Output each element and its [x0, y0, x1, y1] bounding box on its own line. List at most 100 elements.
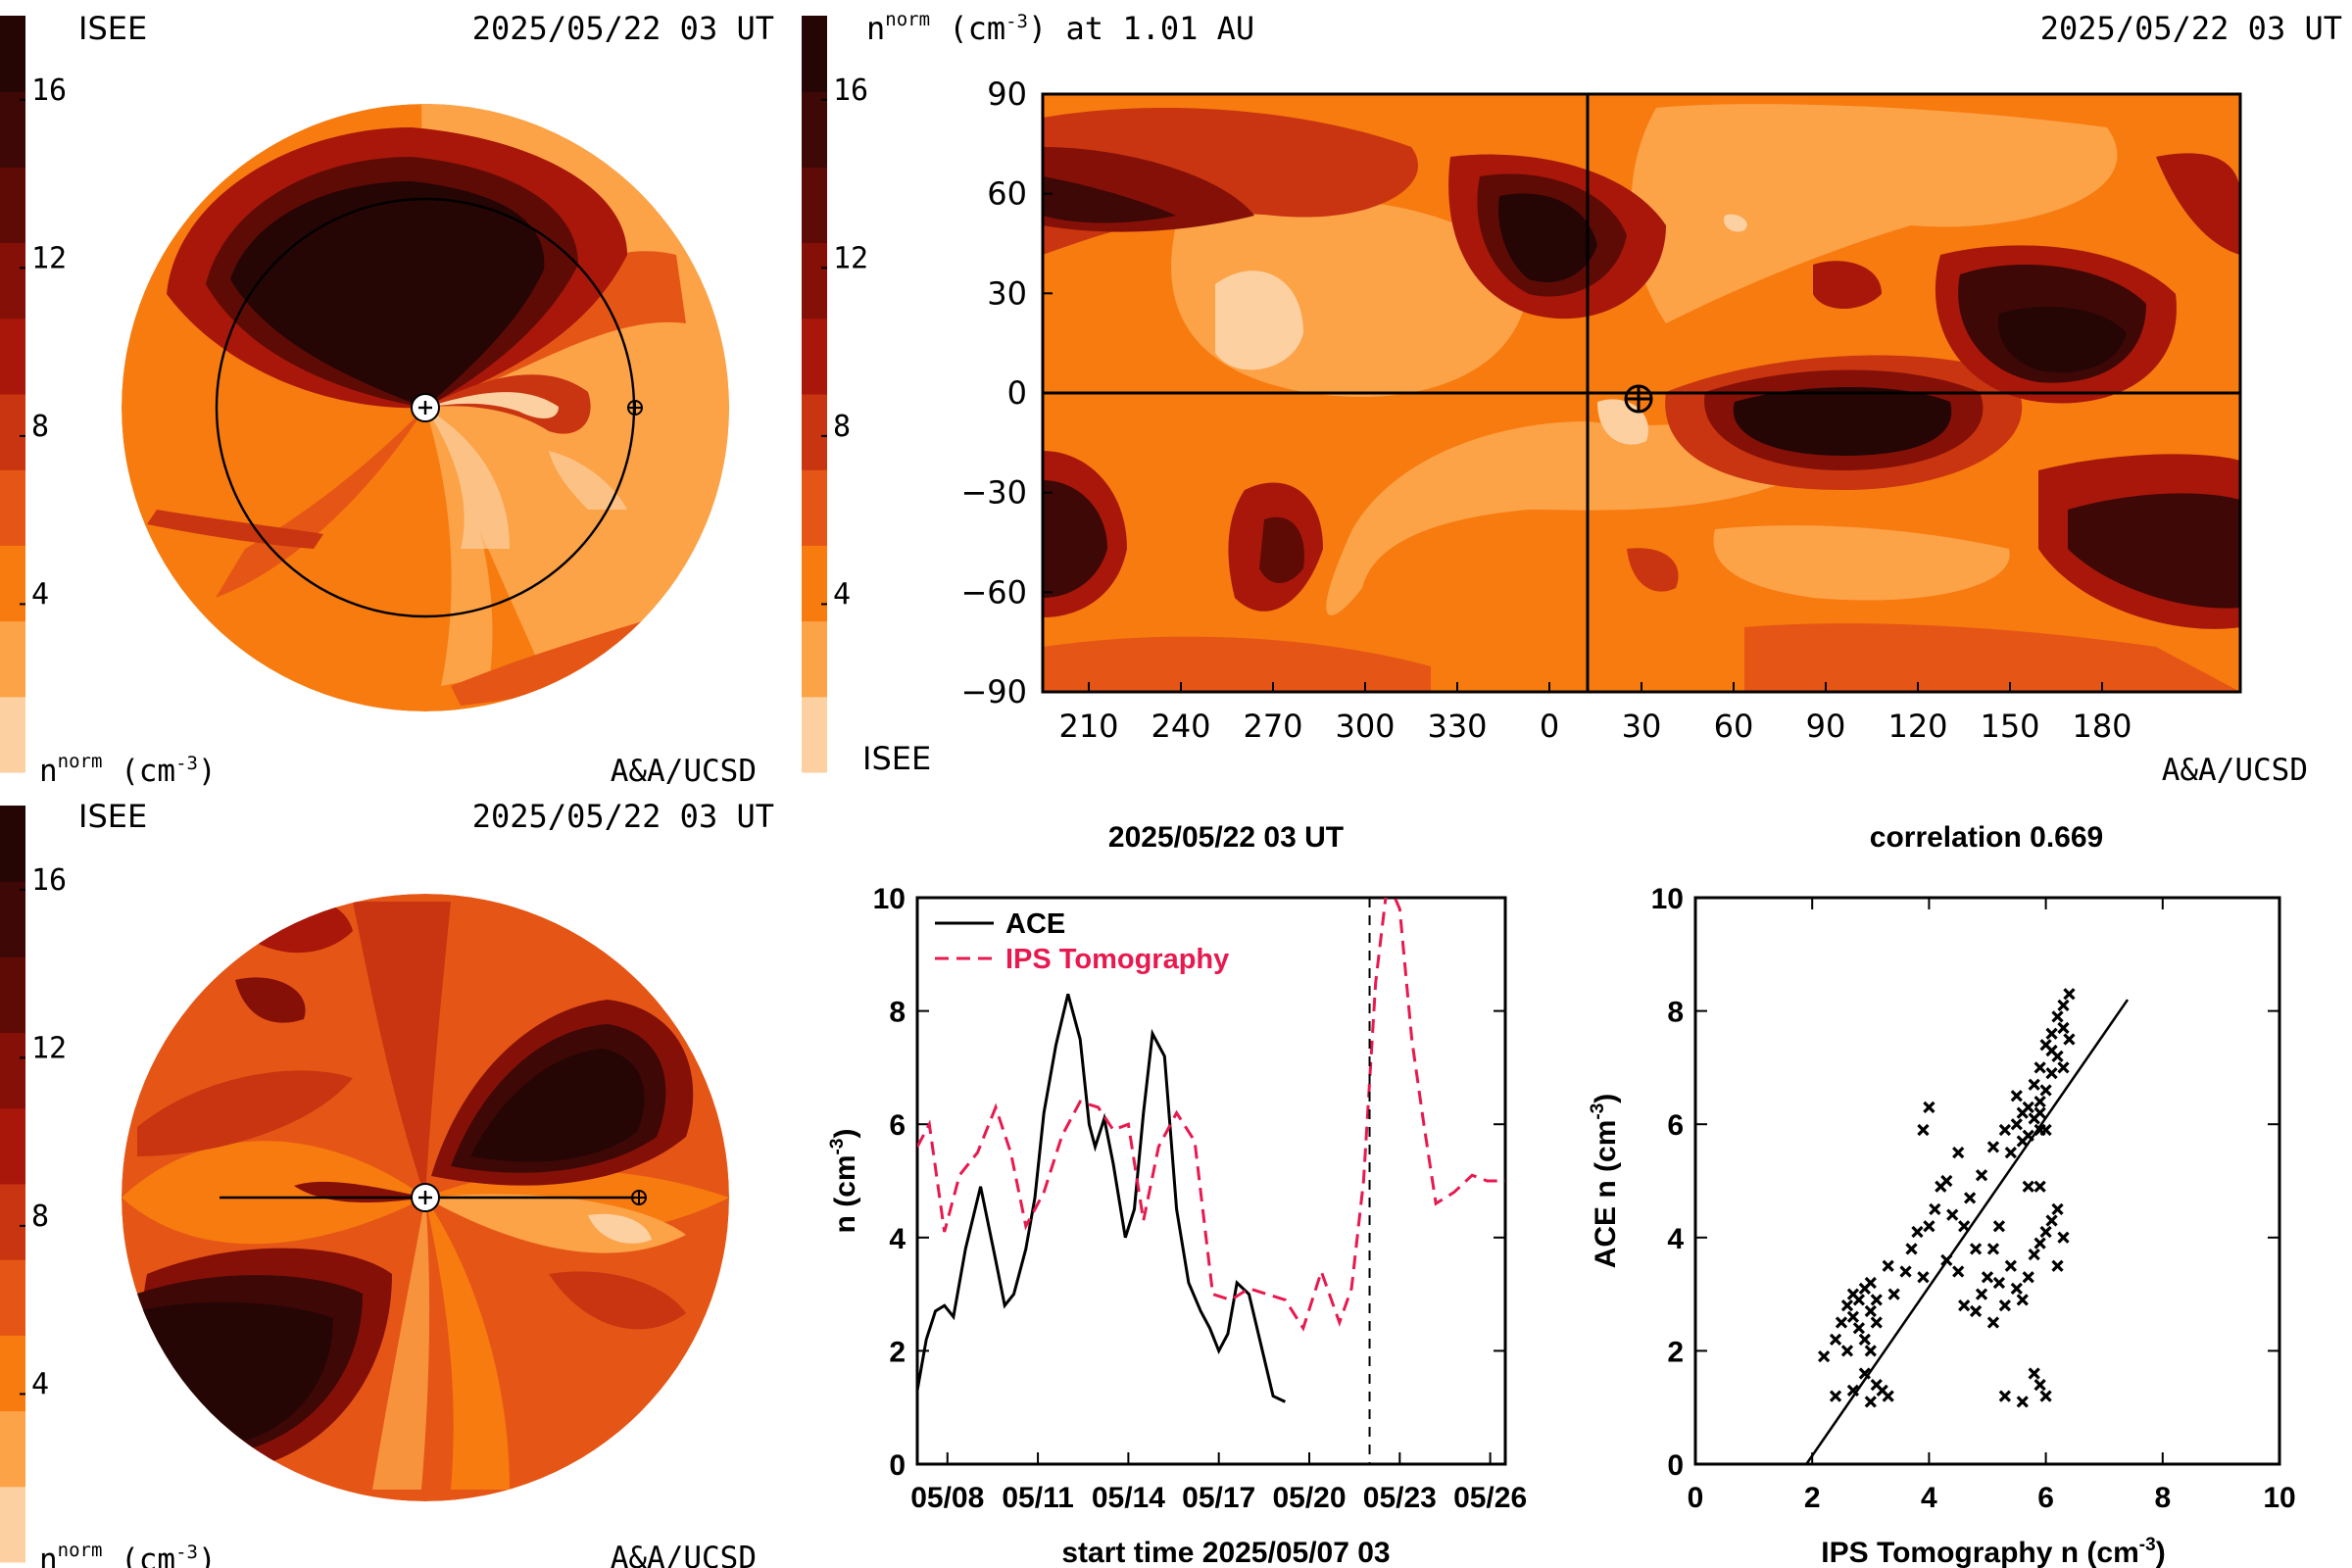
map-x-tick-label: 120: [1887, 708, 1947, 745]
scatter-xlabel: IPS Tomography n (cm-3): [1821, 1535, 2165, 1568]
map-x-tick-label: 240: [1151, 708, 1210, 745]
y-tick-label: 4: [889, 1223, 906, 1255]
scatter-point: [1940, 1253, 1953, 1267]
colorbar-swatch: [0, 469, 25, 546]
scatter-point: [1887, 1288, 1900, 1300]
scatter-point: [1882, 1259, 1894, 1272]
earth-icon: [631, 1190, 647, 1205]
scatter-point: [2028, 1078, 2040, 1091]
scatter-point: [2051, 1010, 2064, 1023]
colorbar-tick-label: 4: [833, 577, 851, 612]
scatter-point: [2010, 1282, 2023, 1295]
scatter-point: [1923, 1101, 1936, 1113]
colorbar-swatch: [0, 881, 25, 957]
scatter-point: [2004, 1259, 2017, 1272]
colorbar-tick-label: 4: [31, 577, 49, 612]
colorbar-tick-label: 8: [833, 410, 851, 444]
scatter-point: [1835, 1316, 1848, 1329]
scatter-point: [1969, 1304, 1983, 1318]
regression-line: [1805, 999, 2130, 1465]
map-y-tick-label: 0: [1007, 374, 1027, 412]
y-tick-label: 0: [889, 1449, 906, 1482]
map-x-tick-label: 60: [1714, 708, 1754, 745]
colorbar-bottom-left: 4 8 12 16: [0, 806, 67, 1563]
y-tick-label: 10: [1651, 883, 1684, 915]
x-tick-label: 05/17: [1182, 1482, 1255, 1514]
x-tick-label: 8: [2154, 1482, 2171, 1514]
colorbar-swatch: [0, 1259, 25, 1336]
colorbar-swatch: [0, 696, 25, 773]
scatter-point: [1846, 1310, 1860, 1323]
legend-label: IPS Tomography: [1005, 944, 1229, 975]
scatter-point: [2034, 1378, 2046, 1392]
colorbar-swatch: [802, 696, 827, 773]
scatter-point: [1929, 1202, 1941, 1216]
scatter-point: [1940, 1174, 1953, 1188]
scatter-point: [2051, 1202, 2064, 1216]
colorbar-swatch: [0, 956, 25, 1034]
scatter-point: [1858, 1367, 1871, 1380]
colorbar-swatch: [0, 91, 25, 168]
colorbar-swatch: [0, 1335, 25, 1412]
scatter-point: [1840, 1299, 1854, 1312]
scatter-point: [2028, 1367, 2040, 1380]
map-title: nnorm (cm-3) at 1.01 AU: [866, 9, 1254, 47]
scatter-point: [1992, 1276, 2006, 1290]
scatter-frame: [1693, 896, 2281, 1466]
x-tick-label: 05/11: [1002, 1482, 1073, 1514]
scatter-point: [1981, 1271, 1994, 1284]
scatter-point: [1870, 1316, 1883, 1329]
scatter-point: [1998, 1123, 2012, 1137]
time-series-xlabel: start time 2025/05/07 03: [1061, 1537, 1390, 1568]
time-series-frame: [915, 896, 1507, 1466]
scatter-point: [1917, 1271, 1930, 1284]
scatter-point: [1864, 1276, 1877, 1290]
colorbar-swatch: [0, 1107, 25, 1185]
scatter-point: [1992, 1220, 2006, 1233]
colorbar-swatch: [802, 318, 827, 395]
scatter-point: [1975, 1169, 1988, 1182]
colorbar-swatch: [0, 16, 25, 92]
colorbar-swatch: [802, 16, 827, 92]
map-y-tick-label: −60: [960, 573, 1027, 611]
x-tick-label: 05/26: [1453, 1482, 1527, 1514]
time-series-chart: 0 2 4 6 8 10 05/08 05/11 05/14 05/17 05/20 05/23 05/…: [873, 883, 1528, 1514]
map-x-tick-label: 210: [1058, 708, 1118, 745]
map-credit-label: A&A/UCSD: [2162, 753, 2308, 788]
scatter-point: [1958, 1299, 1971, 1312]
scatter-point: [1817, 1350, 1831, 1363]
map-y-tick-label: 30: [987, 274, 1027, 312]
map-x-tick-label: 30: [1622, 708, 1662, 745]
org-label: ISEE: [78, 10, 147, 47]
colorbar-swatch: [0, 1486, 25, 1563]
colorbar-top-left: 4 8 12 16: [0, 16, 67, 773]
credit-label-bottom: A&A/UCSD: [611, 1541, 757, 1568]
scatter-point: [1829, 1333, 1842, 1346]
colorbar-swatch: [802, 469, 827, 546]
colorbar-label: nnorm (cm-3): [39, 751, 217, 789]
colorbar-tick-label: 8: [31, 410, 49, 444]
colorbar-tick-label: 12: [833, 241, 868, 275]
colorbar-tick-label: 16: [833, 74, 868, 108]
colorbar-tick-label: 4: [31, 1367, 49, 1401]
y-tick-label: 6: [1667, 1109, 1684, 1142]
scatter-point: [2022, 1180, 2034, 1193]
map-date-label: 2025/05/22 03 UT: [2040, 10, 2342, 47]
colorbar-tick-label: 12: [31, 241, 67, 275]
ips-series-line: [917, 898, 1505, 1332]
scatter-point: [1969, 1243, 1983, 1255]
scatter-point: [1958, 1220, 1971, 1233]
colorbar-swatch: [0, 620, 25, 698]
scatter-point: [1852, 1322, 1866, 1335]
scatter-point: [1986, 1316, 2000, 1329]
sun-icon: [411, 1183, 440, 1212]
scatter-point: [1870, 1294, 1883, 1306]
y-tick-label: 4: [1667, 1223, 1684, 1255]
earth-icon: [627, 400, 643, 416]
map-x-tick-label: 0: [1540, 708, 1559, 745]
date-label: 2025/05/22 03 UT: [472, 10, 774, 47]
colorbar-swatch: [802, 620, 827, 698]
colorbar-tick-label: 16: [31, 74, 67, 108]
scatter-point: [2028, 1249, 2040, 1261]
